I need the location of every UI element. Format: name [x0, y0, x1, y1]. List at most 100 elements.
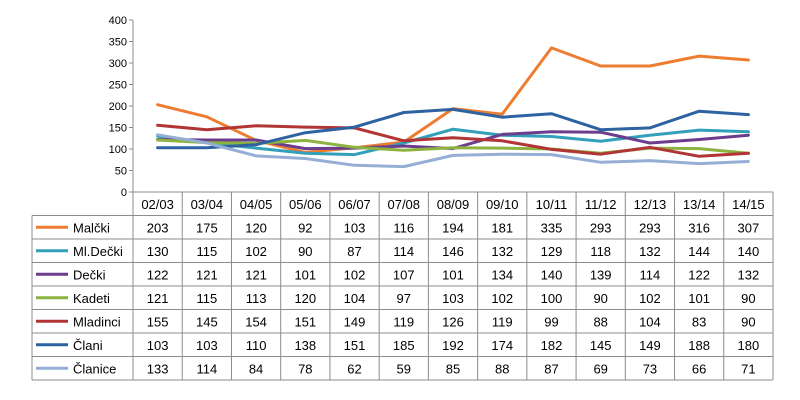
data-label: 88 — [593, 314, 607, 329]
x-tick-label: 02/03 — [141, 197, 174, 212]
data-label: 101 — [442, 267, 464, 282]
data-label: 122 — [147, 267, 169, 282]
data-label: 134 — [491, 267, 513, 282]
x-tick-label: 09/10 — [486, 197, 519, 212]
data-label: 92 — [298, 220, 312, 235]
data-label: 115 — [196, 244, 217, 259]
x-tick-label: 11/12 — [585, 197, 617, 212]
legend-label: Dečki — [73, 267, 106, 282]
data-label: 114 — [393, 244, 414, 259]
data-label: 87 — [347, 244, 361, 259]
data-label: 155 — [147, 314, 169, 329]
x-tick-label: 05/06 — [289, 197, 322, 212]
y-tick-label: 0 — [121, 187, 127, 199]
data-label: 103 — [196, 338, 218, 353]
legend-label: Članice — [73, 361, 116, 376]
data-label: 149 — [344, 314, 366, 329]
data-label: 133 — [147, 361, 169, 376]
data-label: 107 — [393, 267, 415, 282]
data-label: 121 — [196, 267, 218, 282]
data-label: 120 — [294, 291, 316, 306]
data-label: 307 — [738, 220, 760, 235]
legend-label: Kadeti — [73, 291, 110, 306]
y-tick-label: 400 — [109, 15, 127, 27]
x-tick-label: 03/04 — [191, 197, 224, 212]
x-tick-label: 07/08 — [387, 197, 420, 212]
data-label: 118 — [590, 244, 611, 259]
data-label: 119 — [393, 314, 414, 329]
data-label: 185 — [393, 338, 415, 353]
data-label: 113 — [246, 291, 267, 306]
data-label: 110 — [246, 338, 267, 353]
data-label: 103 — [344, 220, 366, 235]
y-axis: 0 50 100 150 200 250 300 350 400 — [109, 15, 134, 199]
legend-label: Ml.Dečki — [73, 244, 123, 259]
data-label: 138 — [294, 338, 316, 353]
data-label: 101 — [294, 267, 316, 282]
data-label: 62 — [347, 361, 361, 376]
data-label: 132 — [738, 267, 760, 282]
legend-label: Člani — [73, 338, 103, 353]
data-label: 103 — [147, 338, 169, 353]
data-label: 121 — [147, 291, 169, 306]
data-label: 140 — [541, 267, 563, 282]
data-label: 73 — [643, 361, 657, 376]
data-label: 115 — [196, 291, 217, 306]
data-label: 101 — [688, 291, 710, 306]
data-label: 151 — [294, 314, 316, 329]
data-label: 293 — [590, 220, 612, 235]
y-tick-label: 50 — [115, 166, 127, 178]
data-label: 114 — [196, 361, 217, 376]
data-label: 104 — [639, 314, 661, 329]
data-label: 99 — [544, 314, 558, 329]
data-label: 102 — [639, 291, 661, 306]
data-label: 192 — [442, 338, 464, 353]
data-table: 02/03 03/04 04/05 05/06 06/07 07/08 08/09 09/10… — [31, 191, 774, 381]
x-tick-label: 13/14 — [683, 197, 716, 212]
data-label: 66 — [692, 361, 706, 376]
data-label: 194 — [442, 220, 464, 235]
data-label: 102 — [491, 291, 513, 306]
data-label: 88 — [495, 361, 509, 376]
data-label: 154 — [245, 314, 267, 329]
series-line-5 — [156, 107, 750, 150]
data-label: 146 — [442, 244, 464, 259]
data-label: 130 — [147, 244, 169, 259]
y-tick-label: 150 — [109, 123, 127, 135]
data-label: 144 — [688, 244, 710, 259]
data-label: 114 — [640, 267, 661, 282]
data-label: 83 — [692, 314, 706, 329]
data-label: 175 — [196, 220, 218, 235]
data-label: 203 — [147, 220, 169, 235]
data-label: 59 — [397, 361, 411, 376]
x-tick-label: 04/05 — [240, 197, 273, 212]
data-label: 78 — [298, 361, 312, 376]
legend-label: Malčki — [73, 220, 110, 235]
data-label: 69 — [593, 361, 607, 376]
data-label: 119 — [492, 314, 513, 329]
data-label: 316 — [688, 220, 710, 235]
x-tick-label: 12/13 — [634, 197, 667, 212]
data-label: 132 — [639, 244, 661, 259]
data-label: 87 — [544, 361, 558, 376]
data-label: 149 — [639, 338, 661, 353]
series-line-6 — [156, 133, 750, 169]
y-tick-label: 250 — [109, 80, 127, 92]
data-label: 139 — [590, 267, 612, 282]
data-label: 100 — [541, 291, 563, 306]
data-label: 90 — [298, 244, 312, 259]
data-label: 180 — [738, 338, 760, 353]
data-label: 84 — [249, 361, 263, 376]
data-label: 145 — [590, 338, 612, 353]
data-label: 97 — [397, 291, 411, 306]
data-label: 335 — [541, 220, 563, 235]
data-label: 85 — [446, 361, 460, 376]
data-label: 132 — [491, 244, 513, 259]
series-lines — [156, 46, 750, 169]
data-label: 104 — [344, 291, 366, 306]
data-label: 90 — [741, 314, 755, 329]
data-label: 174 — [491, 338, 513, 353]
data-label: 140 — [738, 244, 760, 259]
series-line-1 — [156, 127, 750, 157]
y-tick-label: 300 — [109, 58, 127, 70]
